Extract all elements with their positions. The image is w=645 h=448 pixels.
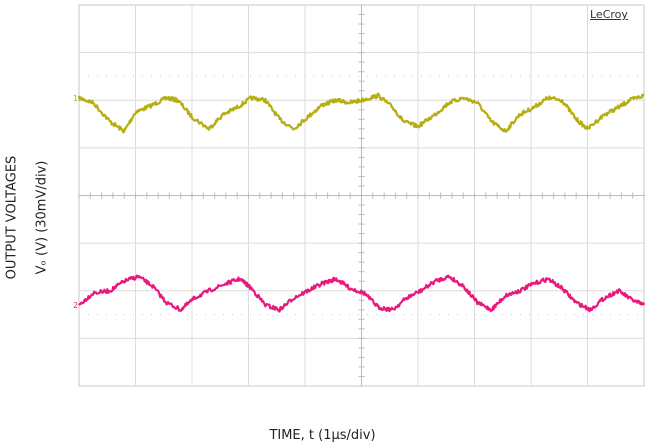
channel-marker-1: 1 [73, 94, 78, 103]
y-axis-label-line2: Vₒ (V) (30mV/div) [34, 160, 50, 275]
channel-markers: 12 [73, 94, 78, 310]
traces [77, 92, 645, 313]
x-axis-label: TIME, t (1μs/div) [269, 428, 376, 443]
trace-channel-2 [78, 274, 645, 313]
trace-channel-1 [77, 92, 645, 134]
brand-label: LeCroy [590, 8, 628, 21]
y-axis-label-line1: OUTPUT VOLTAGES [4, 155, 20, 280]
grid [78, 4, 645, 387]
channel-marker-2: 2 [73, 301, 78, 310]
